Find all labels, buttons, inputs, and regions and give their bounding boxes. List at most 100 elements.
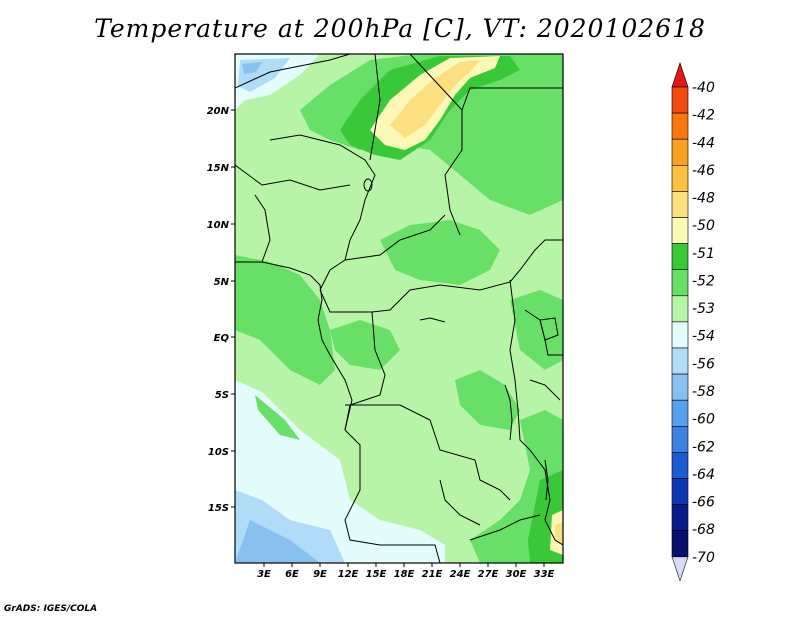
lat-label: 20N (207, 106, 230, 117)
grads-credit: GrADS: IGES/COLA (4, 604, 98, 614)
colorbar-label: -56 (692, 356, 715, 372)
colorbar-segment (671, 112, 689, 140)
colorbar-top-triangle (671, 62, 689, 88)
lat-label: 10N (207, 220, 230, 231)
lat-label: EQ (214, 333, 230, 344)
colorbar-segment (671, 217, 689, 244)
colorbar-segment (671, 452, 689, 479)
colorbar-label: -44 (692, 135, 715, 151)
field-sw-53 (255, 395, 300, 440)
lon-label: 33E (534, 569, 555, 580)
lon-labels: 3E 6E 9E 12E 15E 18E 21E 24E 27E 30E 33E (257, 569, 554, 580)
river-congo (419, 317, 446, 323)
colorbar-segment (671, 165, 689, 192)
colorbar-label: -64 (692, 467, 715, 483)
border-congo (344, 311, 386, 431)
border-drc-south (345, 404, 511, 501)
colorbar-segment (671, 373, 689, 401)
field-congo-53 (330, 320, 400, 370)
colorbar: -40 -42 -44 -46 -48 -50 -51 -52 -53 -54 -56 -58 -60 -… (671, 62, 715, 582)
map-frame (234, 53, 564, 564)
colorbar-label: -53 (692, 301, 715, 317)
lat-label: 15N (207, 163, 230, 174)
colorbar-segment (671, 269, 689, 297)
lake-tanganyika (504, 384, 513, 441)
colorbar-label: -70 (692, 550, 715, 566)
lat-labels: 20N 15N 10N 5N EQ 5S 10S 15S (207, 106, 230, 514)
colorbar-label: -42 (692, 108, 715, 124)
field-lakes-53 (510, 290, 563, 370)
lake-chad (363, 178, 373, 192)
lon-label: 9E (313, 569, 327, 580)
border-zambia (439, 479, 481, 526)
lon-ticks (263, 563, 545, 567)
colorbar-segment (671, 347, 689, 375)
colorbar-label: -51 (692, 246, 715, 262)
field-coldest-sw (235, 520, 320, 563)
lat-label: 10S (208, 447, 229, 458)
colorbar-label: -48 (692, 191, 715, 207)
lon-label: 27E (478, 569, 499, 580)
colorbar-bottom-triangle (671, 556, 689, 582)
lon-label: 24E (450, 569, 471, 580)
lake-malawi (544, 459, 549, 501)
temperature-field (235, 54, 563, 563)
field-east-53 (455, 370, 520, 430)
border-algeria-mali (235, 54, 351, 89)
lat-label: 5N (214, 277, 230, 288)
colorbar-segment (671, 138, 689, 166)
lat-ticks (231, 109, 235, 508)
lon-label: 3E (257, 569, 271, 580)
colorbar-segment (671, 530, 689, 558)
colorbar-segment (671, 191, 689, 218)
lake-victoria (539, 317, 559, 341)
border-zimbabwe (469, 514, 541, 541)
colorbar-segment (671, 86, 689, 114)
border-south-sudan (509, 239, 563, 283)
border-niger-libya (369, 54, 381, 161)
field-north-50 (390, 60, 480, 138)
field-coldest-nw (242, 62, 262, 74)
colorbar-segment (671, 295, 689, 323)
field-west-53 (235, 255, 335, 385)
colorbar-segment (671, 504, 689, 532)
field-se-50 (555, 522, 563, 545)
colorbar-segment (671, 425, 689, 453)
coastline-west (235, 261, 353, 431)
colorbar-label: -40 (692, 80, 715, 96)
colorbar-label: -46 (692, 163, 715, 179)
colorbar-segment (671, 399, 689, 427)
border-angola (344, 429, 441, 563)
border-drc-east (509, 279, 531, 451)
lat-label: 5S (215, 390, 229, 401)
lon-label: 15E (366, 569, 387, 580)
border-cameroon-chad (344, 214, 446, 261)
colorbar-segment (671, 321, 689, 349)
colorbar-label: -68 (692, 522, 715, 538)
colorbar-label: -60 (692, 412, 715, 428)
colorbar-segment (671, 243, 689, 271)
border-niger-nigeria (269, 134, 376, 291)
colorbar-label: -50 (692, 218, 715, 234)
lon-label: 30E (506, 569, 527, 580)
map-title: Temperature at 200hPa [C], VT: 202010261… (94, 14, 706, 43)
lon-label: 18E (394, 569, 415, 580)
colorbar-segment (671, 478, 689, 505)
border-benin (254, 194, 271, 263)
border-mozambique (529, 449, 563, 546)
colorbar-label: -58 (692, 384, 715, 400)
border-mali-burkina (235, 164, 351, 191)
lon-label: 6E (285, 569, 299, 580)
lon-label: 21E (422, 569, 443, 580)
colorbar-label: -52 (692, 273, 715, 289)
lon-label: 12E (338, 569, 359, 580)
colorbar-label: -66 (692, 495, 715, 511)
country-borders (235, 54, 563, 563)
colorbar-label: -62 (692, 439, 715, 455)
lat-label: 15S (208, 503, 229, 514)
border-chad-libya (409, 54, 463, 236)
colorbar-label: -54 (692, 329, 715, 345)
border-tanzania (529, 379, 561, 401)
border-sudan-libya (461, 87, 563, 111)
